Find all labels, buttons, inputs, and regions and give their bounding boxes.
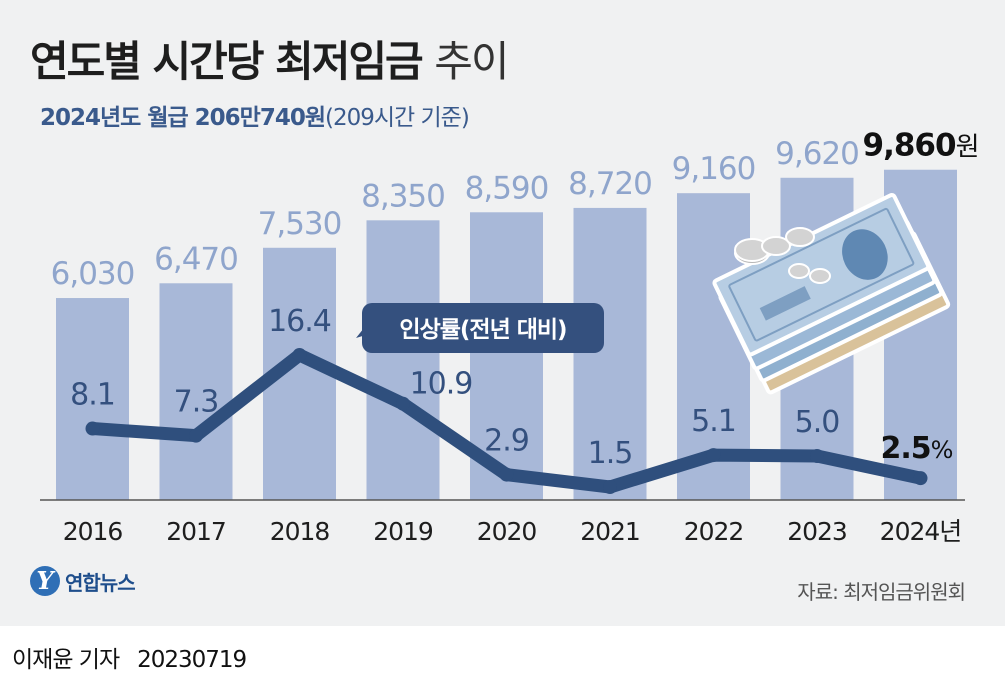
infographic-card: 연도별 시간당 최저임금 추이 2024년도 월급 206만740원(209시간… <box>0 0 1005 626</box>
callout-box <box>362 303 604 353</box>
rate-label-2018: 16.4 <box>268 304 331 339</box>
rate-point-2019 <box>396 396 410 411</box>
bar-label-2019: 8,350 <box>361 178 445 214</box>
banknote-panel <box>759 286 811 321</box>
bar-label-2022: 9,160 <box>672 151 756 187</box>
x-axis: 2016 2017 2018 2019 2020 2021 2022 2023 2024년 <box>40 499 965 546</box>
coin-2 <box>761 236 791 256</box>
bar-label-2016: 6,030 <box>51 256 135 292</box>
credit-line: 이재윤 기자 20230719 <box>12 640 247 674</box>
bar-label-2020: 8,590 <box>465 170 549 206</box>
x-tick-2016: 2016 <box>63 517 123 546</box>
coin-4 <box>788 263 810 279</box>
rate-point-2016 <box>85 421 100 436</box>
title-main: 연도별 시간당 최저임금 <box>30 37 424 86</box>
x-tick-2023: 2023 <box>787 517 847 546</box>
line-callout: 인상률(전년 대비) <box>356 303 604 353</box>
rate-label-2021: 1.5 <box>588 436 633 471</box>
chart-title: 연도별 시간당 최저임금 추이 <box>30 28 510 89</box>
publish-date: 20230719 <box>137 647 247 673</box>
bar-label-2021: 8,720 <box>568 166 652 202</box>
rate-label-2023: 5.0 <box>795 405 840 440</box>
yonhap-logo-icon: Y <box>30 566 60 596</box>
rate-label-2020: 2.9 <box>484 424 529 459</box>
x-tick-2020: 2020 <box>477 517 537 546</box>
x-tick-2024: 2024년 <box>880 517 962 546</box>
money-illustration <box>712 193 951 395</box>
rate-label-2019: 10.9 <box>410 367 473 402</box>
x-tick-2021: 2021 <box>580 517 640 546</box>
rate-point-2024 <box>913 471 928 486</box>
chart-subtitle: 2024년도 월급 206만740원(209시간 기준) <box>40 98 470 132</box>
x-tick-2019: 2019 <box>373 517 433 546</box>
coin-3 <box>785 227 815 247</box>
title-suffix: 추이 <box>434 37 509 86</box>
rate-point-2020 <box>499 467 514 482</box>
rate-point-2023 <box>810 448 824 463</box>
x-tick-2017: 2017 <box>166 517 226 546</box>
source-note: 자료: 최저임금위원회 <box>797 580 966 604</box>
bar-2021 <box>573 207 647 501</box>
brand-name: 연합뉴스 <box>65 570 136 595</box>
subtitle-note: (209시간 기준) <box>325 105 470 131</box>
bar-label-2023: 9,620 <box>775 136 859 172</box>
bar-label-2018: 7,530 <box>258 206 342 242</box>
banknote-portrait <box>842 229 888 280</box>
x-tick-2022: 2022 <box>684 517 744 546</box>
rate-label-2017: 7.3 <box>174 385 219 420</box>
bar-2017 <box>159 283 233 500</box>
rate-label-2022: 5.1 <box>691 404 736 439</box>
bar-label-2024: 9,860원 <box>863 128 979 164</box>
subtitle-main: 2024년도 월급 206만740원 <box>40 105 326 131</box>
coin-5 <box>809 268 831 284</box>
line-series: 8.1 7.3 16.4 10.9 2.9 1.5 5.1 5.0 2.5% <box>70 304 954 494</box>
bar-2019 <box>366 220 440 500</box>
chart-area: 6,030 6,470 7,530 8,350 8,590 8,720 9,160 9,620… <box>40 128 979 546</box>
reporter-name: 이재윤 기자 <box>12 647 120 673</box>
rate-label-2024: 2.5% <box>881 431 953 466</box>
rate-point-2017 <box>189 428 203 443</box>
rate-point-2021 <box>603 480 617 494</box>
bar-label-2017: 6,470 <box>154 241 238 277</box>
x-tick-2018: 2018 <box>270 517 330 546</box>
rate-point-2018 <box>292 348 307 362</box>
banknote-frame <box>728 207 915 342</box>
bar-2016 <box>56 298 129 500</box>
rate-label-2016: 8.1 <box>70 378 115 413</box>
brand-logo: Y 연합뉴스 <box>30 566 136 596</box>
callout-text: 인상률(전년 대비) <box>399 317 566 343</box>
rate-point-2022 <box>706 448 721 463</box>
